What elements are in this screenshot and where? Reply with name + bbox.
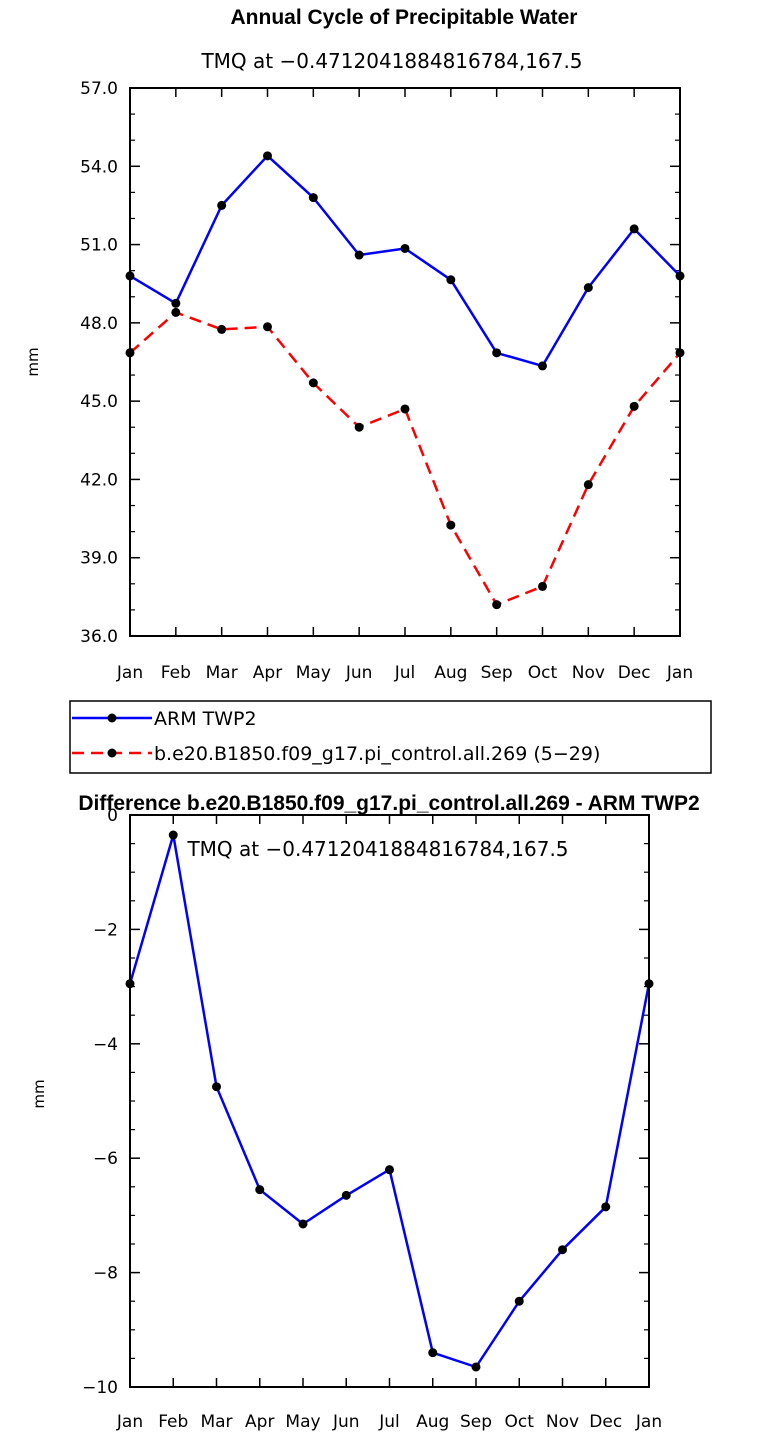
data-point xyxy=(385,1165,394,1175)
data-point xyxy=(558,1245,567,1255)
legend-box xyxy=(69,700,712,774)
data-point xyxy=(341,1190,351,1200)
x-tick-label: Jul xyxy=(394,663,416,683)
y-tick-label: 51.0 xyxy=(80,236,118,256)
data-point xyxy=(354,422,364,432)
data-point xyxy=(629,401,639,411)
x-tick-label: Sep xyxy=(481,663,513,683)
data-point xyxy=(308,193,318,203)
legend-marker-arm xyxy=(107,713,117,723)
chart-subtitle-visible: TMQ at −0.4712041884816784,167.5 xyxy=(186,837,568,861)
data-point xyxy=(400,404,410,414)
x-tick-label: Jun xyxy=(345,663,373,683)
data-point xyxy=(171,298,181,308)
y-tick-label: −4 xyxy=(93,1035,118,1055)
data-point xyxy=(492,348,502,358)
data-point xyxy=(492,600,502,610)
x-tick-label: Feb xyxy=(161,663,191,683)
x-tick-label: Jul xyxy=(378,1412,400,1432)
data-point xyxy=(298,1219,308,1229)
x-tick-label: Oct xyxy=(505,1412,535,1432)
x-tick-label: May xyxy=(296,663,331,683)
difference-panel: Difference b.e20.B1850.f09_g17.pi_contro… xyxy=(30,792,700,1432)
data-point xyxy=(446,520,456,530)
legend-label-arm: ARM TWP2 xyxy=(154,708,257,730)
x-tick-label: Jan xyxy=(635,1412,662,1432)
data-point xyxy=(538,361,547,371)
data-point xyxy=(168,830,178,840)
y-tick-label: 39.0 xyxy=(80,549,118,569)
data-point xyxy=(263,322,272,332)
x-tick-label: Apr xyxy=(245,1412,274,1432)
legend-label-model: b.e20.B1850.f09_g17.pi_control.all.269 (… xyxy=(154,743,600,765)
y-tick-label: 45.0 xyxy=(80,392,118,412)
annual-cycle-panel: Annual Cycle of Precipitable Water TMQ a… xyxy=(24,6,712,774)
series-line xyxy=(128,833,651,1369)
series-line xyxy=(129,154,681,368)
y-tick-label: −6 xyxy=(93,1149,118,1169)
x-tick-label: Dec xyxy=(618,663,651,683)
y-tick-label: 0 xyxy=(107,806,118,826)
x-tick-label: Jan xyxy=(116,663,143,683)
x-tick-label: Nov xyxy=(572,663,605,683)
legend-marker-model xyxy=(107,748,117,758)
x-tick-label: Oct xyxy=(528,663,558,683)
data-point xyxy=(171,307,181,317)
data-point xyxy=(538,581,547,591)
x-tick-label: Aug xyxy=(416,1412,449,1432)
data-point xyxy=(263,151,272,161)
data-point xyxy=(583,283,593,293)
axis-ticks: Jan Feb Mar Apr May Jun Jul Aug Sep Oct Nov Dec Jan −… xyxy=(82,806,662,1432)
data-point xyxy=(255,1185,265,1195)
data-point xyxy=(629,224,639,234)
data-point xyxy=(471,1362,481,1372)
x-tick-label: Feb xyxy=(158,1412,188,1432)
x-tick-label: Mar xyxy=(200,1412,232,1432)
data-point xyxy=(428,1348,438,1358)
plot-frame xyxy=(129,87,681,637)
y-axis-label: mm xyxy=(30,1079,48,1108)
data-point xyxy=(514,1296,524,1306)
x-tick-label: Nov xyxy=(546,1412,579,1432)
data-point xyxy=(217,200,227,210)
legend: ARM TWP2 b.e20.B1850.f09_g17.pi_control.… xyxy=(69,700,712,774)
y-tick-label: 36.0 xyxy=(80,627,118,647)
data-point xyxy=(601,1202,611,1212)
data-point xyxy=(308,378,318,388)
y-axis-label: mm xyxy=(24,347,42,376)
y-tick-label: 54.0 xyxy=(80,157,118,177)
chart-subtitle: TMQ at −0.4712041884816784,167.5 xyxy=(200,49,582,73)
data-point xyxy=(212,1082,221,1092)
x-tick-label: Mar xyxy=(206,663,238,683)
y-tick-label: 42.0 xyxy=(80,470,118,490)
x-tick-label: Jun xyxy=(332,1412,360,1432)
x-tick-label: Dec xyxy=(589,1412,622,1432)
chart-title: Annual Cycle of Precipitable Water xyxy=(231,6,578,29)
data-point xyxy=(217,324,227,334)
x-tick-label: Jan xyxy=(116,1412,143,1432)
x-tick-label: Jan xyxy=(666,663,693,683)
data-point xyxy=(583,480,593,490)
x-tick-label: Apr xyxy=(253,663,282,683)
data-point xyxy=(354,250,364,260)
series-group xyxy=(125,151,685,610)
x-tick-label: May xyxy=(285,1412,320,1432)
axis-ticks: Jan Feb Mar Apr May Jun Jul Aug Sep Oct Nov Dec Jan 3… xyxy=(80,79,693,683)
y-tick-label: −10 xyxy=(82,1378,118,1398)
x-tick-label: Aug xyxy=(434,663,467,683)
data-point xyxy=(446,275,456,285)
series-group xyxy=(125,830,654,1372)
x-tick-label: Sep xyxy=(460,1412,492,1432)
y-tick-label: −2 xyxy=(93,920,118,940)
plot-frame xyxy=(129,814,650,1388)
data-point xyxy=(400,243,410,253)
y-tick-label: −8 xyxy=(93,1264,118,1284)
y-tick-label: 57.0 xyxy=(80,79,118,99)
y-tick-label: 48.0 xyxy=(80,314,118,334)
chart-title: Difference b.e20.B1850.f09_g17.pi_contro… xyxy=(78,792,699,815)
series-line xyxy=(129,311,681,606)
